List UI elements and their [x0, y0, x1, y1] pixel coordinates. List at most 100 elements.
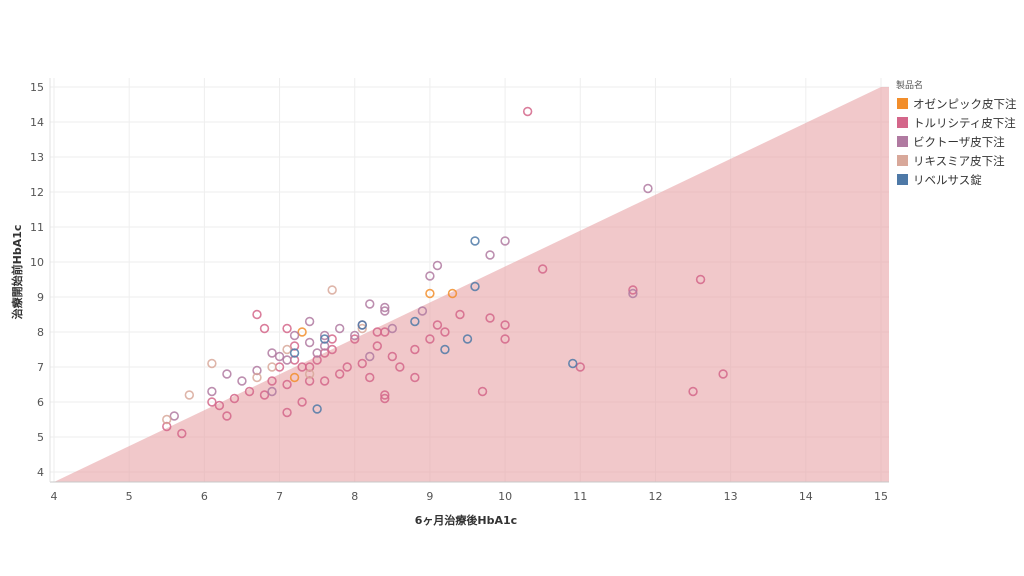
data-point[interactable] — [485, 250, 495, 260]
data-point[interactable] — [365, 372, 375, 383]
data-point[interactable] — [462, 334, 473, 344]
data-point[interactable] — [365, 299, 375, 309]
legend-item[interactable]: トルリシティ皮下注 — [892, 113, 1022, 132]
data-point[interactable] — [380, 390, 390, 400]
data-point[interactable] — [184, 390, 195, 400]
data-point[interactable] — [282, 344, 292, 355]
data-point[interactable] — [297, 397, 307, 407]
data-point[interactable] — [244, 386, 255, 397]
data-point[interactable] — [312, 404, 322, 414]
data-point[interactable] — [282, 323, 292, 334]
data-point[interactable] — [229, 393, 240, 404]
data-point[interactable] — [500, 334, 510, 344]
data-point[interactable] — [410, 316, 420, 327]
data-point[interactable] — [319, 334, 330, 344]
data-point[interactable] — [297, 362, 307, 372]
data-point[interactable] — [207, 386, 217, 397]
data-point[interactable] — [267, 376, 277, 386]
data-point[interactable] — [522, 106, 533, 117]
data-point[interactable] — [718, 369, 728, 379]
data-point[interactable] — [500, 236, 510, 246]
data-point[interactable] — [222, 411, 232, 421]
data-point[interactable] — [259, 323, 270, 334]
data-point[interactable] — [350, 330, 360, 341]
data-point[interactable] — [395, 362, 405, 372]
data-point[interactable] — [207, 358, 217, 369]
data-point[interactable] — [410, 344, 420, 355]
data-point[interactable] — [267, 386, 277, 397]
data-point[interactable] — [695, 274, 706, 285]
data-point[interactable] — [380, 327, 390, 337]
data-point[interactable] — [643, 183, 653, 194]
data-point[interactable] — [365, 351, 375, 362]
data-point[interactable] — [628, 288, 638, 299]
data-point[interactable] — [380, 393, 390, 404]
data-point[interactable] — [297, 327, 307, 337]
legend-item[interactable]: ビクトーザ皮下注 — [892, 132, 1022, 151]
data-point[interactable] — [350, 334, 360, 344]
data-point[interactable] — [357, 320, 367, 330]
legend-item[interactable]: リキスミア皮下注 — [892, 151, 1022, 170]
data-point[interactable] — [410, 372, 420, 383]
data-point[interactable] — [327, 285, 337, 295]
data-point[interactable] — [380, 306, 390, 316]
data-point[interactable] — [327, 344, 337, 355]
data-point[interactable] — [432, 320, 443, 330]
data-point[interactable] — [304, 316, 315, 327]
data-point[interactable] — [214, 400, 225, 411]
data-point[interactable] — [327, 334, 337, 344]
data-point[interactable] — [304, 337, 315, 348]
data-point[interactable] — [440, 327, 450, 337]
data-point[interactable] — [425, 288, 435, 299]
legend-item[interactable]: リベルサス錠 — [892, 170, 1022, 189]
data-point[interactable] — [289, 330, 300, 341]
data-point[interactable] — [470, 236, 480, 246]
data-point[interactable] — [425, 271, 435, 281]
data-point[interactable] — [259, 390, 270, 400]
data-point[interactable] — [500, 320, 510, 330]
data-point[interactable] — [334, 323, 345, 334]
data-point[interactable] — [282, 407, 292, 418]
data-point[interactable] — [319, 376, 330, 386]
data-point[interactable] — [252, 309, 262, 320]
data-point[interactable] — [162, 414, 172, 425]
data-point[interactable] — [372, 341, 382, 351]
data-point[interactable] — [267, 362, 277, 372]
data-point[interactable] — [334, 369, 345, 379]
data-point[interactable] — [222, 369, 232, 379]
data-point[interactable] — [289, 372, 300, 383]
data-point[interactable] — [380, 302, 390, 313]
data-point[interactable] — [267, 348, 277, 358]
data-point[interactable] — [568, 358, 578, 369]
data-point[interactable] — [304, 369, 315, 379]
data-point[interactable] — [628, 285, 638, 295]
data-point[interactable] — [282, 355, 292, 365]
data-point[interactable] — [447, 288, 458, 299]
data-point[interactable] — [357, 358, 367, 369]
data-point[interactable] — [357, 323, 367, 334]
data-point[interactable] — [177, 428, 187, 439]
data-point[interactable] — [440, 344, 450, 355]
data-point[interactable] — [169, 411, 179, 421]
data-point[interactable] — [282, 379, 292, 390]
data-point[interactable] — [319, 330, 330, 341]
legend-item[interactable]: オゼンピック皮下注 — [892, 94, 1022, 113]
data-point[interactable] — [207, 397, 217, 407]
data-point[interactable] — [485, 313, 495, 323]
data-point[interactable] — [237, 376, 247, 386]
data-point[interactable] — [342, 362, 352, 372]
data-point[interactable] — [455, 309, 465, 320]
data-point[interactable] — [537, 264, 548, 274]
data-point[interactable] — [417, 306, 428, 316]
data-point[interactable] — [312, 348, 322, 358]
data-point[interactable] — [387, 351, 398, 362]
data-point[interactable] — [387, 323, 398, 334]
data-point[interactable] — [425, 334, 435, 344]
data-point[interactable] — [274, 351, 285, 362]
data-point[interactable] — [688, 386, 698, 397]
data-point[interactable] — [432, 260, 443, 271]
data-point[interactable] — [252, 372, 262, 383]
data-point[interactable] — [289, 348, 300, 358]
data-point[interactable] — [470, 281, 480, 292]
data-point[interactable] — [575, 362, 585, 372]
